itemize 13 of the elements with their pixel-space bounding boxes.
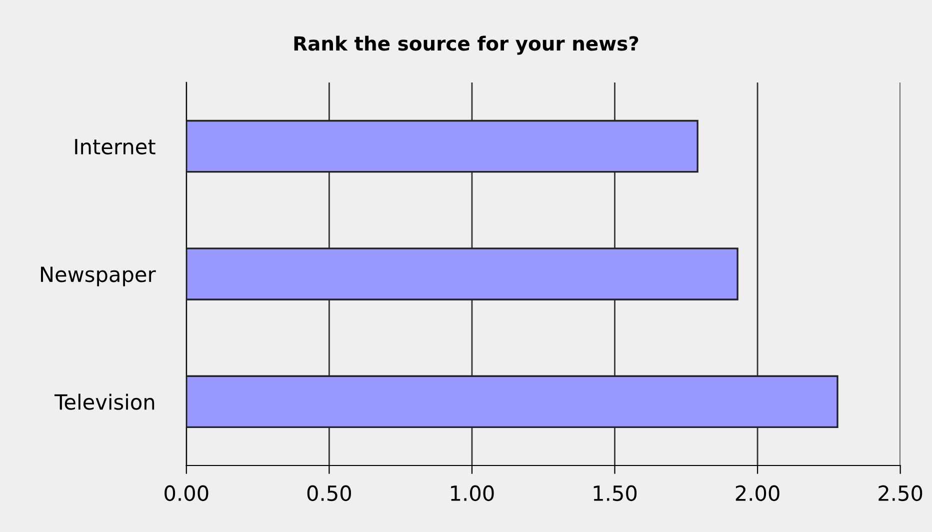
x-tick-label: 0.00	[164, 485, 208, 502]
bar	[186, 120, 698, 173]
x-tick-label: 1.50	[594, 485, 637, 502]
y-tick-label: Television	[54, 394, 154, 410]
bar	[186, 375, 838, 428]
y-tick-label: Internet	[75, 139, 156, 155]
y-tick-label: Newspaper	[40, 266, 156, 286]
x-tick-label: 1.00	[451, 485, 494, 502]
bar	[186, 248, 738, 300]
x-tick-label: 0.50	[307, 485, 351, 502]
x-tick-label: 2.50	[878, 485, 922, 502]
chart-title: Rank the source for your news?	[294, 36, 638, 55]
x-tick-label: 2.00	[736, 485, 780, 502]
